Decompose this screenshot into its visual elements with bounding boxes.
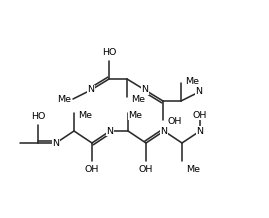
Text: Me: Me	[131, 94, 145, 104]
Text: N: N	[196, 126, 204, 136]
Text: Me: Me	[128, 111, 142, 120]
Text: OH: OH	[193, 111, 207, 120]
Text: N: N	[52, 138, 59, 148]
Text: N: N	[196, 87, 203, 97]
Text: HO: HO	[31, 112, 45, 121]
Text: N: N	[87, 85, 94, 94]
Text: N: N	[107, 126, 114, 136]
Text: OH: OH	[139, 165, 153, 174]
Text: Me: Me	[185, 77, 199, 85]
Text: Me: Me	[78, 111, 92, 120]
Text: Me: Me	[57, 94, 71, 104]
Text: Me: Me	[186, 165, 200, 174]
Text: N: N	[161, 126, 168, 136]
Text: N: N	[141, 85, 148, 94]
Text: HO: HO	[102, 48, 116, 57]
Text: OH: OH	[85, 165, 99, 174]
Text: OH: OH	[167, 118, 181, 126]
